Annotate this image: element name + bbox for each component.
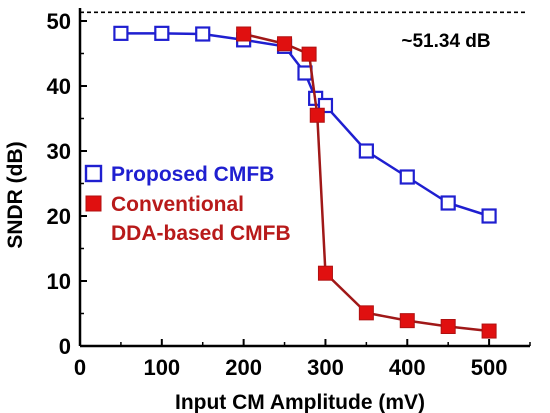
x-tick-label: 400 — [389, 355, 426, 380]
data-point — [399, 169, 415, 185]
x-tick-label: 0 — [74, 355, 86, 380]
series-2 — [236, 26, 497, 339]
x-tick-label: 300 — [307, 355, 344, 380]
x-tick-label: 200 — [225, 355, 262, 380]
series-layer — [113, 25, 497, 339]
legend-label-proposed: Proposed CMFB — [111, 163, 274, 186]
legend-marker-proposed — [84, 164, 103, 183]
y-tick-label: 50 — [47, 9, 71, 34]
x-tick-label: 100 — [143, 355, 180, 380]
data-point — [113, 25, 129, 41]
axis-titles: Input CM Amplitude (mV) SNDR (dB) — [4, 141, 425, 413]
data-point — [309, 107, 325, 123]
data-point — [440, 195, 456, 211]
data-point — [317, 265, 333, 281]
reference-line-group: ~51.34 dB — [80, 11, 525, 52]
data-point — [440, 319, 456, 334]
y-tick-label: 30 — [47, 139, 71, 164]
y-axis-title: SNDR (dB) — [4, 141, 27, 248]
y-tick-label: 10 — [47, 269, 71, 294]
legend-label-conventional-line-2: DDA-based CMFB — [111, 222, 291, 245]
data-point — [297, 65, 313, 81]
series-line — [243, 32, 490, 333]
legend-label-conventional-line-1: Conventional — [111, 193, 244, 216]
data-point — [358, 305, 374, 321]
y-tick-label: 0 — [59, 334, 71, 359]
y-tick-label: 40 — [47, 74, 71, 99]
x-axis-title: Input CM Amplitude (mV) — [175, 391, 425, 413]
y-tick-label: 20 — [47, 204, 71, 229]
data-point — [154, 25, 170, 41]
reference-line-label: ~51.34 dB — [401, 31, 490, 52]
data-point — [277, 36, 293, 52]
data-point — [236, 26, 252, 42]
data-point — [481, 208, 497, 224]
legend: Proposed CMFB Conventional DDA-based CMFB — [84, 163, 291, 245]
legend-marker-conventional — [85, 195, 102, 212]
data-point — [481, 323, 497, 339]
data-point — [358, 143, 374, 159]
data-point — [301, 46, 317, 62]
x-tick-label: 500 — [471, 355, 508, 380]
data-point — [399, 313, 415, 329]
data-point — [195, 26, 211, 42]
